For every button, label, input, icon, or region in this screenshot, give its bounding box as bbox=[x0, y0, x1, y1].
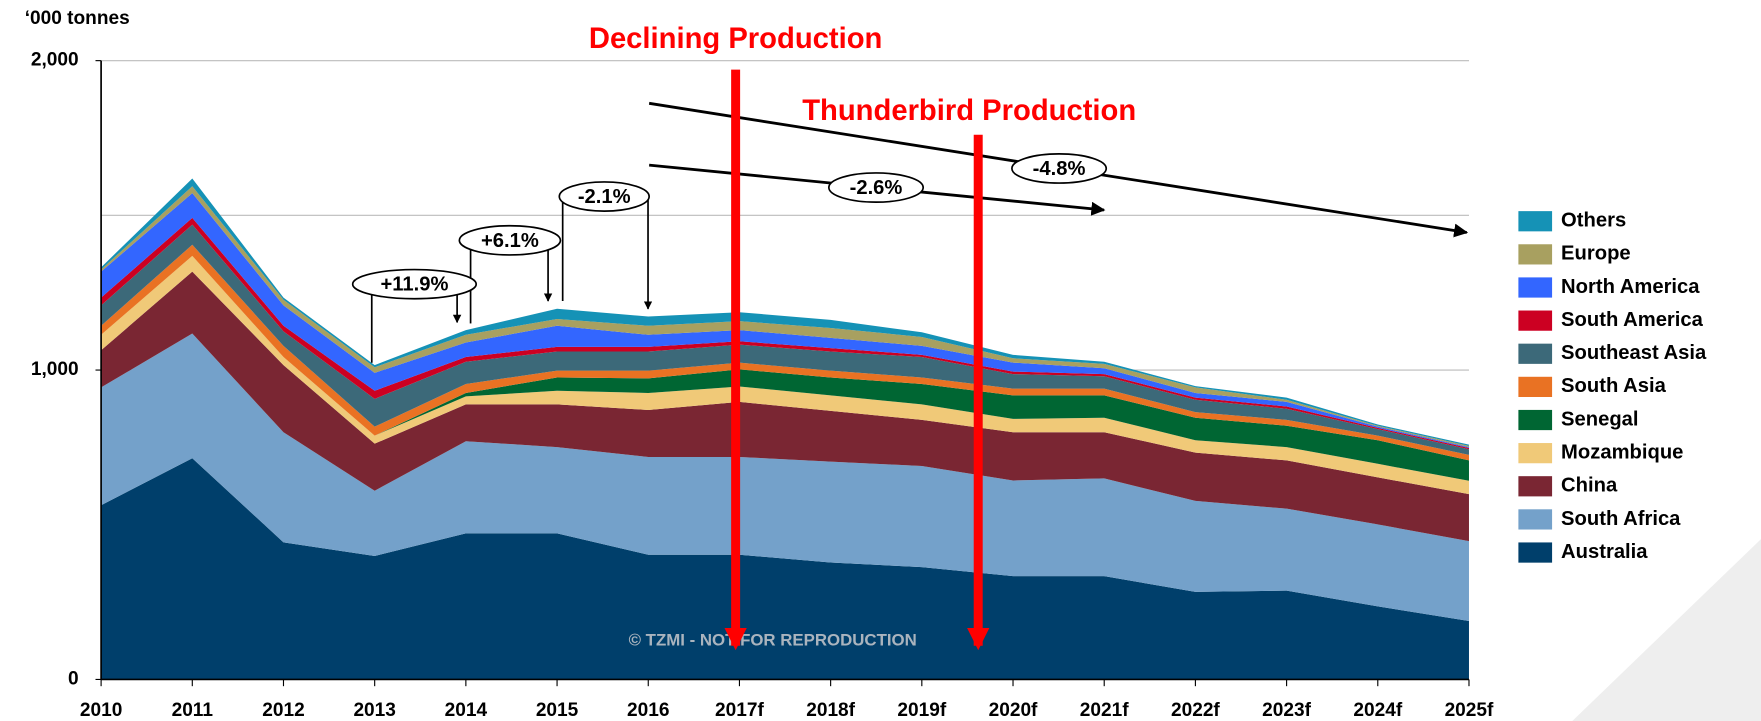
x-tick-label: 2014 bbox=[445, 700, 488, 721]
legend-label: China bbox=[1561, 475, 1618, 497]
x-tick-label: 2023f bbox=[1262, 700, 1311, 721]
legend-label: Senegal bbox=[1561, 408, 1638, 430]
callout bbox=[458, 224, 562, 256]
legend-label: Others bbox=[1561, 210, 1626, 232]
legend-swatch bbox=[1518, 310, 1553, 331]
x-tick-label: 2015 bbox=[536, 700, 579, 721]
x-tick-label: 2012 bbox=[262, 700, 304, 721]
legend-label: Europe bbox=[1561, 243, 1631, 265]
legend-swatch bbox=[1518, 343, 1553, 364]
x-tick-label: 2024f bbox=[1353, 700, 1402, 721]
x-tick-label: 2025f bbox=[1445, 700, 1494, 721]
legend-label: South Africa bbox=[1561, 508, 1681, 530]
area bbox=[101, 458, 1469, 680]
watermark: © TZMI - NOT FOR REPRODUCTION bbox=[629, 631, 917, 650]
legend-swatch bbox=[1518, 476, 1553, 497]
legend-swatch bbox=[1518, 211, 1553, 232]
x-tick-label: 2016 bbox=[627, 700, 669, 721]
y-tick-label: 1,000 bbox=[31, 359, 79, 380]
x-tick-label: 2011 bbox=[172, 700, 214, 721]
callout bbox=[1011, 153, 1108, 184]
callout-label: -2.6% bbox=[850, 177, 903, 199]
legend-label: North America bbox=[1561, 276, 1700, 298]
legend-swatch bbox=[1518, 376, 1553, 397]
x-tick-label: 2019f bbox=[897, 700, 946, 721]
x-tick-label: 2021f bbox=[1080, 700, 1129, 721]
legend-swatch bbox=[1518, 277, 1553, 298]
legend-label: Southeast Asia bbox=[1561, 342, 1707, 364]
annotation-title: Thunderbird Production bbox=[802, 95, 1136, 127]
y-tick-label: 0 bbox=[68, 668, 79, 689]
x-tick-label: 2020f bbox=[989, 700, 1038, 721]
legend-swatch bbox=[1518, 542, 1553, 563]
callout-label: +6.1% bbox=[481, 230, 539, 252]
legend-label: South Asia bbox=[1561, 375, 1667, 397]
callout-label: +11.9% bbox=[380, 274, 448, 296]
x-tick-label: 2022f bbox=[1171, 700, 1220, 721]
x-tick-label: 2018f bbox=[806, 700, 855, 721]
legend-swatch bbox=[1518, 409, 1553, 431]
callout bbox=[558, 181, 650, 212]
legend-label: Australia bbox=[1561, 541, 1648, 563]
legend-label: Mozambique bbox=[1561, 441, 1683, 463]
area bbox=[101, 255, 1469, 495]
callout-label: -2.1% bbox=[578, 186, 631, 208]
annotation-title: Declining Production bbox=[589, 23, 883, 55]
corner-decoration bbox=[1572, 539, 1761, 721]
area bbox=[101, 333, 1469, 621]
x-tick-label: 2013 bbox=[353, 700, 395, 721]
y-axis-label: ‘000 tonnes bbox=[25, 8, 130, 29]
callout bbox=[827, 172, 925, 203]
legend-swatch bbox=[1518, 443, 1553, 464]
legend-label: South America bbox=[1561, 309, 1704, 331]
x-tick-label: 2017f bbox=[715, 700, 764, 721]
legend-swatch bbox=[1518, 244, 1553, 265]
y-tick-label: 2,000 bbox=[31, 50, 79, 71]
legend-swatch bbox=[1518, 509, 1553, 530]
callout-label: -4.8% bbox=[1033, 158, 1086, 180]
x-tick-label: 2010 bbox=[80, 700, 122, 721]
callout bbox=[351, 268, 478, 300]
